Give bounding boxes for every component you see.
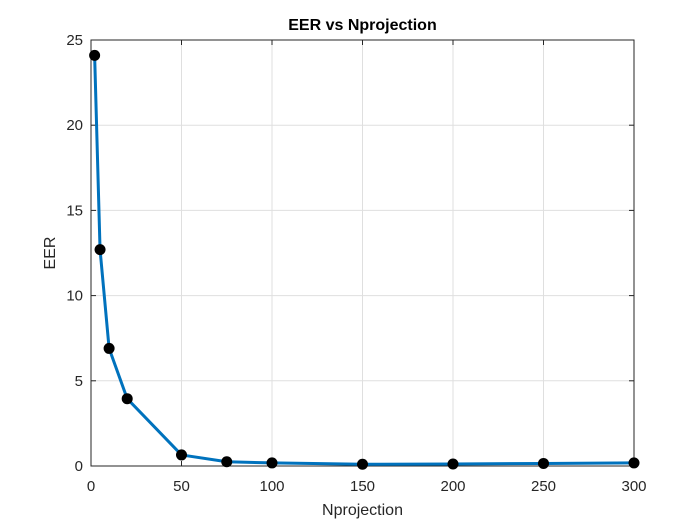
tick-labels: 0 50 100 150 200 250 300 0 5 10 15 20 25 [66,32,646,495]
y-tick-label: 0 [75,458,83,475]
data-point [447,458,459,470]
data-point [221,456,233,468]
data-point [266,457,278,469]
series-layer [89,49,640,470]
x-tick-label: 100 [259,478,284,495]
data-point [176,449,187,461]
y-tick-label: 15 [66,202,83,219]
y-tick-label: 20 [66,117,83,134]
chart-title: EER vs Nprojection [288,17,436,34]
data-point [103,342,115,354]
data-point [94,244,106,256]
x-tick-label: 200 [440,478,465,495]
x-tick-label: 50 [173,478,190,495]
x-tick-label: 0 [87,478,95,495]
data-point [628,457,640,469]
x-tick-label: 150 [350,478,375,495]
y-tick-label: 10 [66,288,83,305]
y-tick-label: 5 [75,373,83,390]
data-point [89,49,101,61]
data-point [121,393,133,405]
y-axis-label: EER [42,237,59,270]
x-tick-label: 300 [621,478,646,495]
x-axis-label: Nprojection [322,502,403,519]
data-point [538,457,549,469]
data-point [357,458,368,470]
x-tick-label: 250 [531,478,556,495]
y-tick-label: 25 [66,32,83,49]
